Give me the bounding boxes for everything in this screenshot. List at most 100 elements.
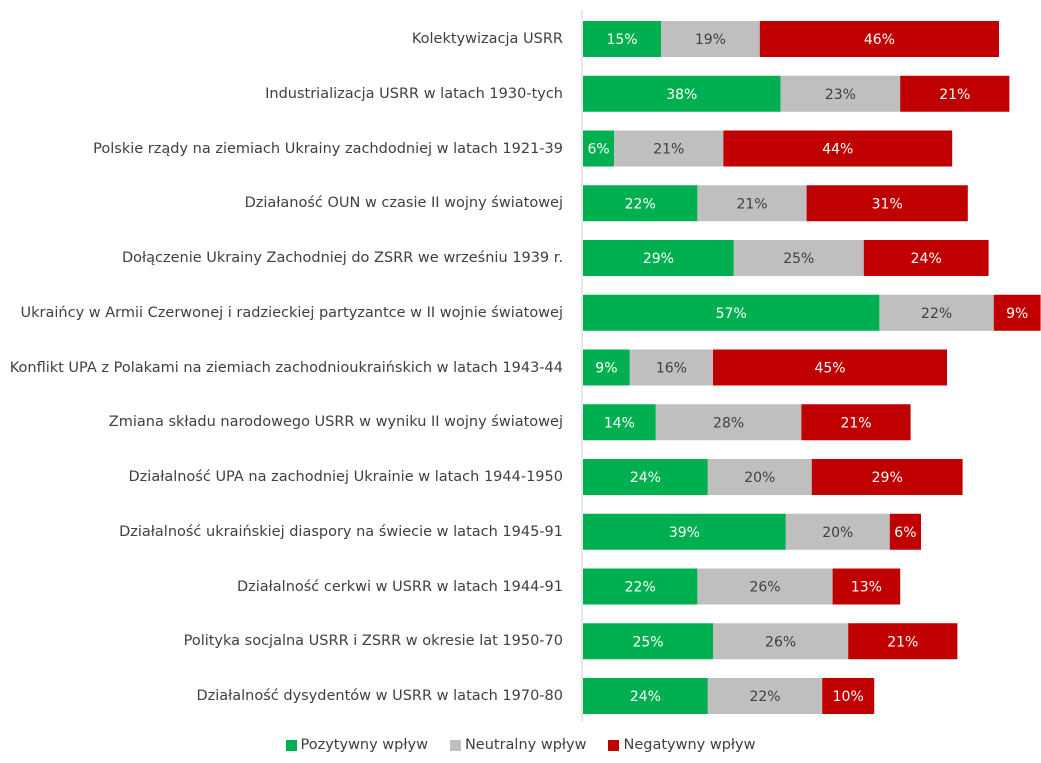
legend-item: Pozytywny wpływ <box>285 737 428 753</box>
value-label: 19% <box>695 32 726 48</box>
value-label: 13% <box>851 580 882 596</box>
value-label: 10% <box>833 689 864 705</box>
value-label: 57% <box>716 306 747 322</box>
category-label: Kolektywizacja USRR <box>411 31 563 47</box>
bar-segment <box>707 459 812 495</box>
legend-swatch <box>449 739 461 751</box>
bar-segment <box>583 21 661 57</box>
legend-label: Neutralny wpływ <box>464 737 587 753</box>
value-label: 26% <box>765 634 796 650</box>
value-label: 21% <box>840 415 871 431</box>
value-label: 24% <box>911 251 942 267</box>
legend-swatch <box>608 739 620 751</box>
bar-segment <box>822 678 875 714</box>
value-label: 22% <box>625 580 656 596</box>
bar-segment <box>697 185 807 222</box>
bar-segment <box>879 294 994 331</box>
bar-segment <box>583 459 708 495</box>
bar-segment <box>811 459 963 495</box>
legend-label: Pozytywny wpływ <box>300 737 428 753</box>
bar-segment <box>723 130 953 167</box>
value-label: 25% <box>783 251 814 267</box>
bar-segment <box>889 513 921 550</box>
value-label: 29% <box>643 251 674 267</box>
bar-segment <box>655 404 802 441</box>
bar-segment <box>583 130 615 167</box>
value-label: 21% <box>736 196 767 212</box>
value-label: 16% <box>656 361 687 377</box>
value-label: 21% <box>939 87 970 103</box>
bar-segment <box>863 240 989 276</box>
category-label: Działalność dysydentów w USRR w latach 1… <box>196 688 563 704</box>
bar-segment <box>629 349 713 386</box>
bar-segment <box>583 75 781 112</box>
value-label: 26% <box>749 580 780 596</box>
bar-segment <box>713 623 849 660</box>
value-label: 21% <box>653 142 684 158</box>
category-label: Działalność ukraińskiej diaspory na świe… <box>119 523 563 540</box>
bar-segment <box>785 513 890 550</box>
bar-segment <box>583 240 734 276</box>
value-label: 24% <box>630 470 661 486</box>
bar-segment <box>614 130 724 167</box>
bar-segment <box>583 623 713 660</box>
legend-item: Neutralny wpływ <box>449 737 587 753</box>
bar-segment <box>583 513 786 550</box>
value-label: 38% <box>666 87 697 103</box>
bar-segment <box>661 21 760 57</box>
value-label: 24% <box>630 689 661 705</box>
bar-segment <box>759 21 999 57</box>
value-label: 28% <box>713 415 744 431</box>
bar-segment <box>993 294 1041 331</box>
bar-segment <box>583 294 880 331</box>
bar-segment <box>583 349 630 386</box>
value-label: 6% <box>894 525 916 541</box>
value-label: 22% <box>749 689 780 705</box>
value-label: 44% <box>822 142 853 158</box>
value-label: 20% <box>744 470 775 486</box>
category-label: Działaność OUN w czasie II wojny światow… <box>244 195 563 212</box>
bar-segment <box>583 185 698 222</box>
category-label: Działalność UPA na zachodniej Ukrainie w… <box>128 469 563 485</box>
value-label: 39% <box>669 525 700 541</box>
category-label: Ukraińcy w Armii Czerwonej i radzieckiej… <box>20 304 563 321</box>
category-label: Dołączenie Ukrainy Zachodniej do ZSRR we… <box>121 250 563 266</box>
legend-label: Negatywny wpływ <box>623 737 756 753</box>
bar-segment <box>583 404 656 441</box>
bar-segment <box>832 568 901 605</box>
category-label: Działalność cerkwi w USRR w latach 1944-… <box>236 578 563 595</box>
bar-segment <box>801 404 911 441</box>
bar-segment <box>848 623 958 660</box>
value-label: 21% <box>887 634 918 650</box>
bar-segment <box>697 568 833 605</box>
value-label: 25% <box>632 634 663 650</box>
bar-segment <box>707 678 823 714</box>
value-label: 6% <box>587 142 609 158</box>
category-label: Polskie rządy na ziemiach Ukrainy zachdo… <box>93 140 563 157</box>
value-label: 31% <box>872 196 903 212</box>
value-label: 22% <box>921 306 952 322</box>
value-label: 20% <box>822 525 853 541</box>
bar-segment <box>806 185 968 222</box>
bar-segment <box>733 240 864 276</box>
value-label: 9% <box>595 361 617 377</box>
value-label: 29% <box>872 470 903 486</box>
bar-segment <box>713 349 947 386</box>
legend: Pozytywny wpływ Neutralny wpływ Negatywny … <box>0 737 1041 753</box>
category-label: Konflikt UPA z Polakami na ziemiach zach… <box>9 359 563 376</box>
category-label: Polityka socjalna USRR i ZSRR w okresie … <box>183 633 563 650</box>
bar-segment <box>780 75 901 112</box>
legend-swatch <box>285 739 297 751</box>
value-label: 9% <box>1006 306 1028 322</box>
bar-segment <box>583 678 708 714</box>
bar-segment <box>900 75 1010 112</box>
category-label: Industrializacja USRR w latach 1930-tych <box>265 85 563 102</box>
value-label: 46% <box>864 32 895 48</box>
value-label: 45% <box>814 361 845 377</box>
value-label: 22% <box>625 196 656 212</box>
value-label: 23% <box>825 87 856 103</box>
bar-segment <box>583 568 698 605</box>
category-label: Zmiana składu narodowego USRR w wyniku I… <box>108 414 563 431</box>
